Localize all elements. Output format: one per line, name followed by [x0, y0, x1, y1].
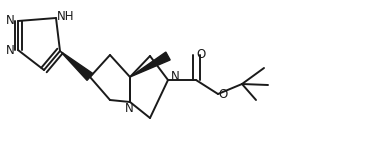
Text: NH: NH [57, 10, 75, 22]
Text: N: N [125, 103, 133, 116]
Polygon shape [130, 52, 170, 77]
Text: N: N [6, 43, 14, 57]
Text: O: O [196, 47, 206, 61]
Text: O: O [218, 89, 227, 101]
Text: N: N [6, 14, 14, 28]
Text: N: N [171, 71, 179, 83]
Polygon shape [60, 51, 93, 80]
